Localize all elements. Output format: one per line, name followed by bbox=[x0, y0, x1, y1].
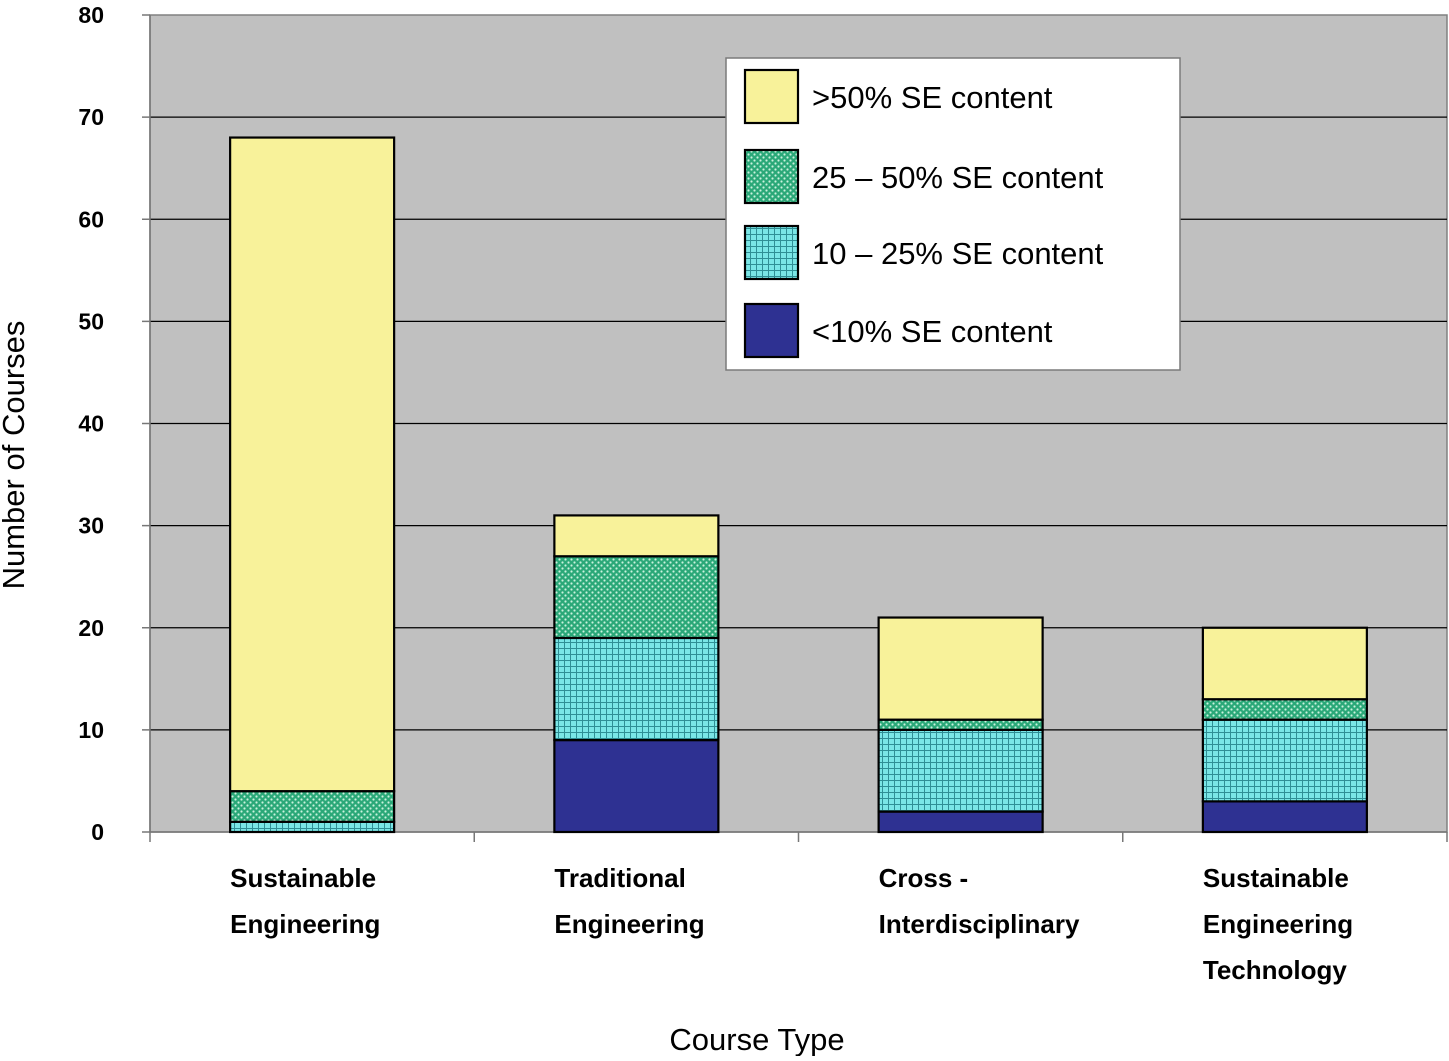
bars bbox=[229, 136, 1368, 834]
bar-segment bbox=[877, 718, 1044, 731]
y-tick-label: 70 bbox=[78, 104, 104, 130]
bar-segment bbox=[229, 820, 396, 834]
y-tick-label: 0 bbox=[91, 819, 104, 845]
category-label: Engineering bbox=[1203, 909, 1353, 939]
bar-segment bbox=[1201, 626, 1368, 701]
legend-label: <10% SE content bbox=[812, 314, 1053, 349]
bar-segment bbox=[553, 738, 720, 834]
y-axis-title: Number of Courses bbox=[0, 321, 31, 590]
bar-segment bbox=[1201, 718, 1368, 803]
category-label: Interdisciplinary bbox=[879, 909, 1080, 939]
y-tick-label: 30 bbox=[78, 513, 104, 539]
category-label: Technology bbox=[1203, 955, 1348, 985]
category-label: Engineering bbox=[554, 909, 704, 939]
bar-segment bbox=[877, 616, 1044, 721]
bar-segment bbox=[1201, 800, 1368, 834]
category-label: Engineering bbox=[230, 909, 380, 939]
x-axis-title: Course Type bbox=[669, 1022, 844, 1056]
legend-swatch bbox=[743, 148, 800, 205]
category-label: Traditional bbox=[554, 863, 685, 893]
legend-label: >50% SE content bbox=[812, 80, 1053, 115]
category-label: Sustainable bbox=[230, 863, 376, 893]
bar-segment bbox=[229, 790, 396, 823]
y-tick-label: 60 bbox=[78, 206, 104, 232]
bar-segment bbox=[553, 514, 720, 558]
category-label: Sustainable bbox=[1203, 863, 1349, 893]
y-tick-label: 80 bbox=[78, 2, 104, 28]
y-tick-label: 10 bbox=[78, 717, 104, 743]
bar-segment bbox=[1201, 698, 1368, 721]
y-tick-label: 40 bbox=[78, 411, 104, 437]
y-tick-label: 50 bbox=[78, 308, 104, 334]
legend-swatch bbox=[743, 302, 800, 359]
bar-segment bbox=[877, 810, 1044, 834]
bar-segment bbox=[877, 728, 1044, 813]
legend-box bbox=[725, 57, 1181, 371]
labels: 0 10 20 30 40 50 60 70 80 Sustainable Engineering T… bbox=[78, 2, 1353, 985]
legend-label: 25 – 50% SE content bbox=[812, 160, 1104, 195]
bar-segment bbox=[229, 136, 396, 793]
legend-label: 10 – 25% SE content bbox=[812, 236, 1104, 271]
legend: >50% SE content 25 – 50% SE content 10 – 2… bbox=[725, 57, 1181, 371]
y-tick-label: 20 bbox=[78, 615, 104, 641]
legend-swatch bbox=[743, 224, 800, 281]
legend-swatch bbox=[743, 68, 800, 125]
bar-segment bbox=[553, 555, 720, 640]
category-label: Cross - bbox=[879, 863, 969, 893]
bar-segment bbox=[553, 636, 720, 742]
